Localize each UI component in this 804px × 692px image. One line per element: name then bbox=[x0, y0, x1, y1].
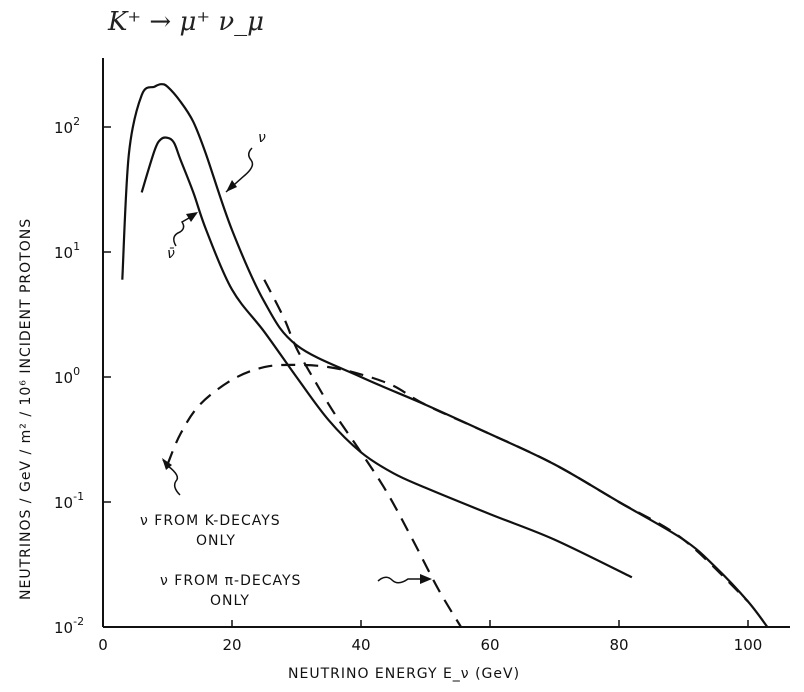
x-tick-label: 20 bbox=[222, 636, 241, 654]
series-line-nu bbox=[121, 83, 769, 628]
y-tick-label: 10-1 bbox=[54, 490, 84, 512]
y-tick-label: 100 bbox=[54, 365, 80, 387]
y-tick-label: 101 bbox=[54, 240, 80, 262]
nu-pointer-arrow bbox=[225, 147, 254, 193]
pi-decays-pointer bbox=[377, 576, 428, 584]
y-tick-label: 102 bbox=[54, 115, 80, 137]
annotation-nu: ν bbox=[225, 130, 267, 193]
x-tick-label: 80 bbox=[609, 636, 628, 654]
y-tick-label: 10-2 bbox=[54, 615, 84, 637]
x-tick-label: 0 bbox=[98, 636, 108, 654]
k-decays-label-line2: ONLY bbox=[196, 533, 236, 549]
y-axis-title: NEUTRINOS / GeV / m² / 10⁶ INCIDENT PROT… bbox=[18, 218, 34, 600]
series-line-k-decays bbox=[166, 363, 749, 603]
handwritten-note: K⁺ → μ⁺ ν_μ bbox=[107, 7, 264, 37]
nubar-curve-label: ν̄ bbox=[167, 246, 176, 262]
nu-pointer-head bbox=[226, 180, 237, 192]
annotation-nubar: ν̄ bbox=[167, 212, 198, 262]
annotation-k-decays: ν FROM K-DECAYS ONLY bbox=[140, 458, 281, 549]
pi-decays-pointer-head bbox=[420, 574, 432, 584]
series-line-pi-decays bbox=[263, 279, 462, 628]
annotation-pi-decays: ν FROM π-DECAYS ONLY bbox=[160, 573, 432, 609]
x-tick-label: 60 bbox=[480, 636, 499, 654]
k-decays-label-line1: ν FROM K-DECAYS bbox=[140, 513, 281, 529]
pi-decays-label-line1: ν FROM π-DECAYS bbox=[160, 573, 301, 589]
x-axis-title: NEUTRINO ENERGY E_ν (GeV) bbox=[288, 666, 520, 682]
nubar-pointer-head bbox=[186, 212, 198, 222]
series-group bbox=[121, 83, 769, 628]
x-tick-label: 40 bbox=[351, 636, 370, 654]
ticks: 0 20 40 60 80 100 10-2 10-1 100 101 102 bbox=[54, 115, 762, 654]
k-decays-pointer-head bbox=[162, 458, 172, 470]
x-tick-label: 100 bbox=[734, 636, 763, 654]
series-line-nubar bbox=[140, 136, 633, 579]
nu-curve-label: ν bbox=[258, 130, 267, 146]
nubar-pointer-arrow bbox=[173, 213, 197, 247]
axes bbox=[102, 58, 790, 628]
k-decays-pointer bbox=[162, 459, 181, 496]
pi-decays-label-line2: ONLY bbox=[210, 593, 250, 609]
